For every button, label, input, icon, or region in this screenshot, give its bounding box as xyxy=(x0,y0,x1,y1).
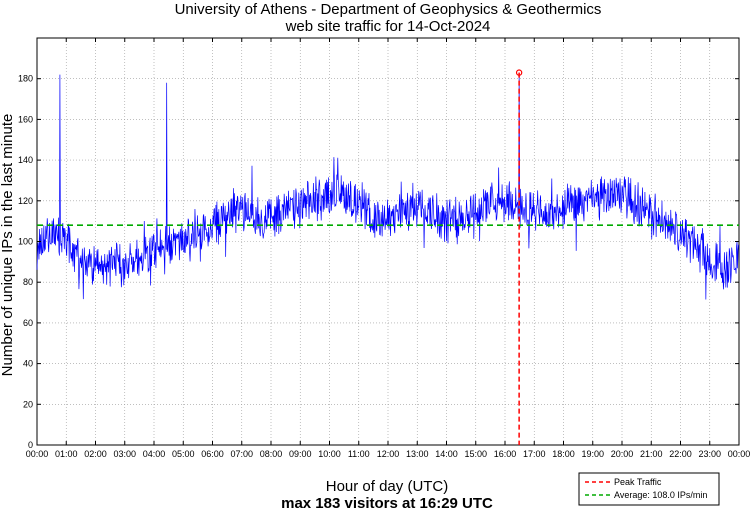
y-tick-label: 60 xyxy=(23,318,33,328)
x-axis: 00:00 01:00 02:00 03:00 04:00 05:00 06:00 07:00… xyxy=(26,38,750,459)
x-tick-label: 19:00 xyxy=(581,449,604,459)
y-tick-label: 40 xyxy=(23,359,33,369)
x-tick-label: 14:00 xyxy=(435,449,458,459)
x-tick-label: 01:00 xyxy=(55,449,78,459)
x-tick-label: 11:00 xyxy=(348,449,370,459)
x-tick-label: 08:00 xyxy=(260,449,283,459)
x-tick-label: 07:00 xyxy=(230,449,253,459)
y-tick-label: 0 xyxy=(28,440,33,450)
x-tick-label: 05:00 xyxy=(172,449,195,459)
x-tick-label: 18:00 xyxy=(552,449,575,459)
x-tick-label: 09:00 xyxy=(289,449,312,459)
x-tick-label: 03:00 xyxy=(113,449,136,459)
series-layer xyxy=(36,72,739,300)
x-tick-label: 13:00 xyxy=(406,449,429,459)
x-tick-label: 16:00 xyxy=(494,449,517,459)
x-tick-label: 21:00 xyxy=(640,449,663,459)
y-tick-label: 160 xyxy=(18,114,33,124)
x-axis-label: Hour of day (UTC) xyxy=(326,478,449,495)
legend: Peak Traffic Average: 108.0 IPs/min xyxy=(578,472,720,506)
x-tick-label: 00:00 xyxy=(728,449,750,459)
chart-subtitle: web site traffic for 14-Oct-2024 xyxy=(285,18,491,35)
legend-box xyxy=(578,472,720,506)
y-axis: 0 20 40 60 80 100 120 140 160 180 xyxy=(18,74,739,450)
chart-title: University of Athens - Department of Geo… xyxy=(175,1,602,18)
y-axis-label: Number of unique IPs in the last minute xyxy=(0,114,16,377)
x-tick-label: 00:00 xyxy=(26,449,49,459)
legend-average-label: Average: 108.0 IPs/min xyxy=(614,490,707,500)
y-tick-label: 120 xyxy=(18,196,33,206)
max-visitors-summary: max 183 visitors at 16:29 UTC xyxy=(281,495,493,511)
x-tick-label: 12:00 xyxy=(377,449,400,459)
legend-peak-label: Peak Traffic xyxy=(614,477,662,487)
y-tick-label: 100 xyxy=(18,237,33,247)
peak-marker xyxy=(515,69,523,76)
x-tick-label: 02:00 xyxy=(84,449,107,459)
y-tick-label: 80 xyxy=(23,277,33,287)
x-tick-label: 04:00 xyxy=(143,449,166,459)
y-tick-label: 140 xyxy=(18,155,33,165)
grid-lines xyxy=(37,38,739,445)
y-tick-label: 180 xyxy=(18,74,33,84)
x-tick-label: 06:00 xyxy=(201,449,224,459)
x-tick-label: 10:00 xyxy=(318,449,341,459)
x-tick-label: 23:00 xyxy=(698,449,721,459)
overlay-layer xyxy=(37,69,739,445)
y-tick-label: 20 xyxy=(23,399,33,409)
traffic-line xyxy=(36,72,739,300)
x-tick-label: 22:00 xyxy=(669,449,692,459)
x-tick-label: 20:00 xyxy=(611,449,634,459)
x-tick-label: 15:00 xyxy=(464,449,487,459)
x-tick-label: 17:00 xyxy=(523,449,546,459)
